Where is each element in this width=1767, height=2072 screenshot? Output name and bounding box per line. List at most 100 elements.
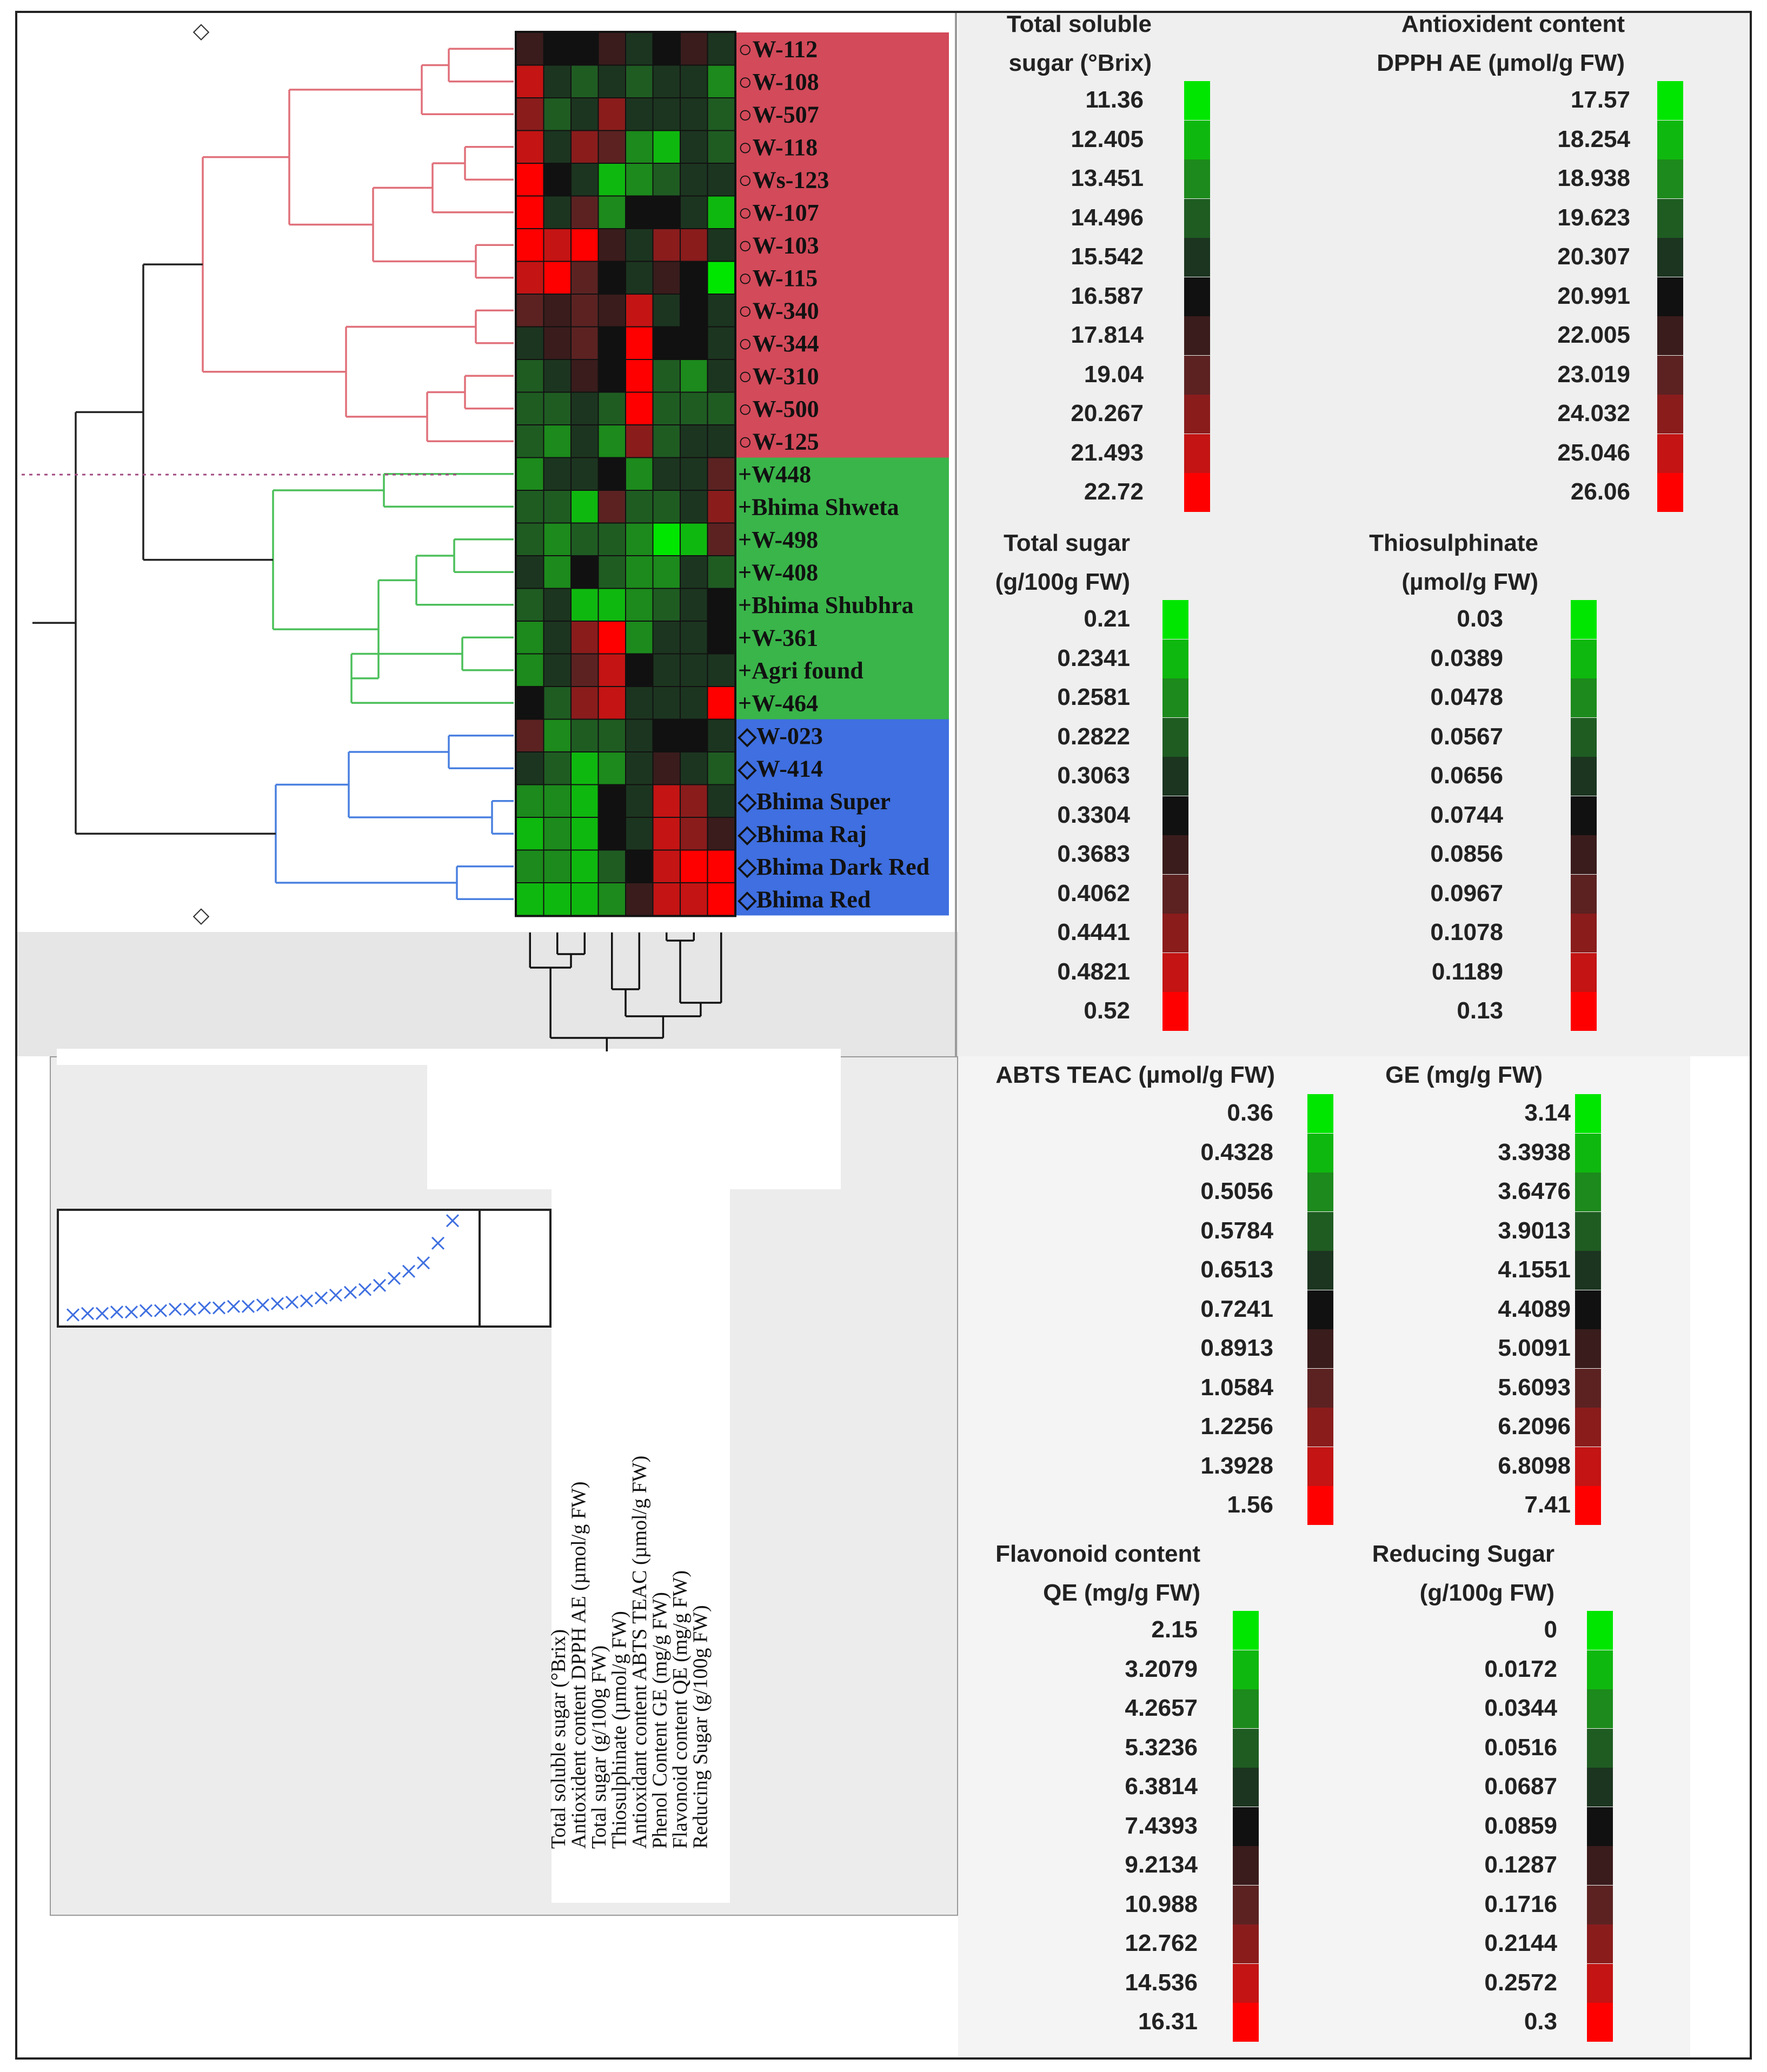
legend-swatch bbox=[1162, 678, 1188, 717]
legend-title: (g/100g FW) bbox=[995, 569, 1130, 595]
legend-swatch bbox=[1162, 717, 1188, 757]
legend-title: Total sugar bbox=[1004, 530, 1130, 556]
heatmap-cell bbox=[599, 752, 625, 784]
legend-value: 1.0584 bbox=[1200, 1374, 1273, 1401]
legend-value: 19.623 bbox=[1557, 204, 1630, 231]
legend-swatch bbox=[1575, 1408, 1601, 1447]
legend-title: Antioxident content bbox=[1401, 11, 1625, 37]
heatmap-cell bbox=[599, 458, 625, 490]
legend-swatch bbox=[1587, 1650, 1613, 1689]
legend-value: 0 bbox=[1544, 1616, 1557, 1643]
heatmap-cell bbox=[517, 131, 543, 163]
heatmap-cell bbox=[544, 458, 570, 490]
heatmap-cell bbox=[626, 654, 653, 686]
legend-swatch bbox=[1657, 120, 1683, 159]
heatmap-cell bbox=[653, 295, 680, 327]
heatmap-cell bbox=[572, 164, 598, 196]
legend-value: 0.4821 bbox=[1057, 958, 1130, 985]
heatmap-cell bbox=[653, 98, 680, 130]
heatmap-cell bbox=[681, 262, 707, 294]
heatmap-cell bbox=[517, 229, 543, 261]
legend-swatch bbox=[1587, 1846, 1613, 1885]
legend-swatch bbox=[1571, 678, 1597, 717]
heatmap-cell bbox=[544, 295, 570, 327]
legend-value: 0.13 bbox=[1457, 997, 1503, 1024]
heatmap-cell bbox=[653, 196, 680, 228]
heatmap-cell bbox=[544, 556, 570, 588]
heatmap-cell bbox=[572, 295, 598, 327]
heatmap-cell bbox=[599, 392, 625, 424]
legend-swatch bbox=[1184, 238, 1210, 277]
heatmap-cell bbox=[517, 883, 543, 915]
heatmap-cell bbox=[681, 229, 707, 261]
heatmap-cell bbox=[599, 850, 625, 882]
heatmap-cell bbox=[599, 719, 625, 751]
legend-value: 24.032 bbox=[1557, 400, 1630, 427]
legend-value: 0.0744 bbox=[1430, 801, 1503, 828]
legend-value: 3.3938 bbox=[1498, 1138, 1571, 1165]
heatmap-cell bbox=[572, 622, 598, 654]
heatmap-cell bbox=[599, 360, 625, 392]
heatmap-cell bbox=[708, 622, 734, 654]
row-label: +Agri found bbox=[738, 657, 863, 684]
heatmap-cell bbox=[599, 654, 625, 686]
heatmap-cell bbox=[544, 752, 570, 784]
legend-value: 0.3304 bbox=[1057, 801, 1130, 828]
legend-title: Total soluble bbox=[1006, 11, 1152, 37]
heatmap-cell bbox=[626, 360, 653, 392]
column-label: Flavonoid content QE (mg/g FW) bbox=[669, 1570, 692, 1849]
heatmap-cell bbox=[626, 98, 653, 130]
heatmap-cell bbox=[544, 196, 570, 228]
heatmap-cell bbox=[544, 327, 570, 359]
heatmap-cell bbox=[653, 491, 680, 523]
heatmap-cell bbox=[626, 556, 653, 588]
legend-swatch bbox=[1307, 1486, 1333, 1525]
legend-swatch bbox=[1657, 159, 1683, 198]
heatmap-cell bbox=[517, 491, 543, 523]
heatmap-cell bbox=[653, 687, 680, 719]
legend-swatch bbox=[1587, 1768, 1613, 1807]
legend-value: 11.36 bbox=[1085, 86, 1144, 113]
legend-value: 0.2144 bbox=[1484, 1930, 1557, 1956]
heatmap-cell bbox=[653, 622, 680, 654]
heatmap-cell bbox=[517, 425, 543, 457]
heatmap-cell bbox=[517, 850, 543, 882]
legend-value: 25.046 bbox=[1557, 439, 1630, 466]
heatmap-cell bbox=[626, 458, 653, 490]
heatmap-cell bbox=[653, 785, 680, 817]
legend-value: 0.0656 bbox=[1430, 762, 1503, 789]
row-label: ◇Bhima Dark Red bbox=[738, 854, 929, 880]
heatmap-cell bbox=[544, 131, 570, 163]
row-label: +Bhima Shweta bbox=[738, 494, 899, 520]
legend-value: 0.2572 bbox=[1484, 1969, 1557, 1996]
legend-value: 17.814 bbox=[1071, 322, 1144, 348]
row-label: ○W-108 bbox=[738, 69, 819, 95]
legend-swatch bbox=[1587, 1924, 1613, 1963]
heatmap-cell bbox=[708, 327, 734, 359]
legend-value: 0.0859 bbox=[1484, 1812, 1557, 1839]
legend-value: 21.493 bbox=[1071, 439, 1144, 466]
heatmap-cell bbox=[626, 196, 653, 228]
heatmap-cell bbox=[544, 164, 570, 196]
heatmap-cell bbox=[708, 883, 734, 915]
legend-swatch bbox=[1233, 2003, 1259, 2042]
heatmap-cell bbox=[708, 425, 734, 457]
heatmap-cell bbox=[708, 654, 734, 686]
heatmap-cell bbox=[599, 98, 625, 130]
legend-value: 0.52 bbox=[1084, 997, 1130, 1024]
heatmap-cell bbox=[572, 752, 598, 784]
legend-swatch bbox=[1233, 1768, 1259, 1807]
heatmap-cell bbox=[653, 818, 680, 850]
heatmap-cell bbox=[572, 654, 598, 686]
heatmap-cell bbox=[572, 589, 598, 621]
heatmap-cell bbox=[544, 392, 570, 424]
heatmap-cell bbox=[681, 589, 707, 621]
heatmap-cell bbox=[626, 295, 653, 327]
heatmap-cell bbox=[708, 164, 734, 196]
legend-swatch bbox=[1575, 1094, 1601, 1133]
row-label: ○W-118 bbox=[738, 134, 818, 161]
legend-swatch bbox=[1307, 1172, 1333, 1211]
heatmap-cell bbox=[544, 589, 570, 621]
legend-swatch bbox=[1162, 992, 1188, 1031]
heatmap-cell bbox=[572, 425, 598, 457]
